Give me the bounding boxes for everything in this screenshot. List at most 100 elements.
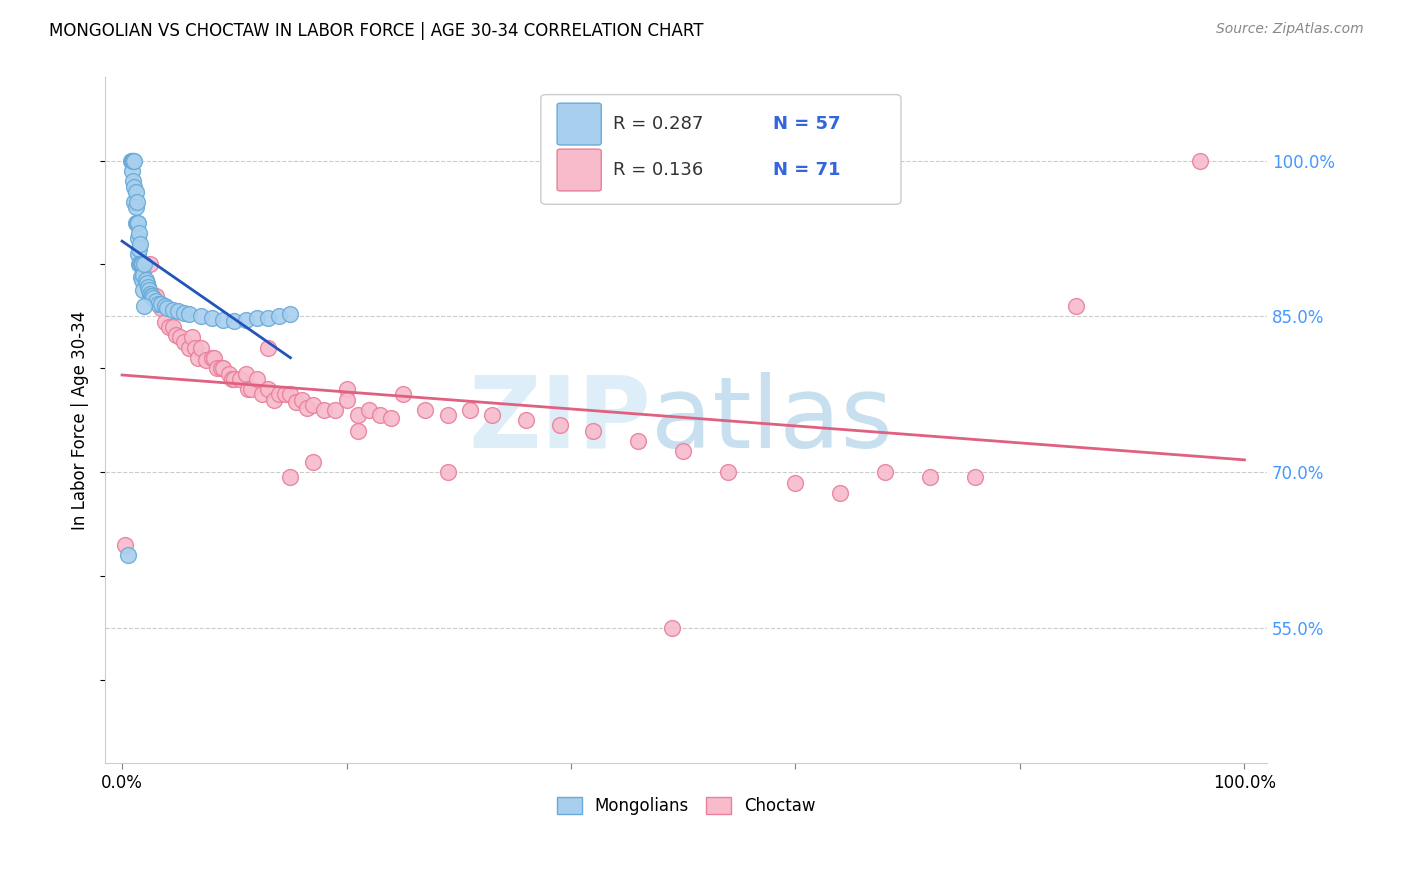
Point bbox=[302, 455, 325, 469]
Point bbox=[157, 319, 180, 334]
Point bbox=[297, 401, 319, 415]
Point bbox=[212, 361, 235, 376]
Point bbox=[257, 341, 280, 355]
Point bbox=[285, 394, 308, 409]
Point bbox=[235, 367, 257, 381]
Point bbox=[136, 280, 159, 294]
Point bbox=[380, 411, 402, 425]
Text: MONGOLIAN VS CHOCTAW IN LABOR FORCE | AGE 30-34 CORRELATION CHART: MONGOLIAN VS CHOCTAW IN LABOR FORCE | AG… bbox=[49, 22, 704, 40]
Text: N = 71: N = 71 bbox=[773, 161, 841, 179]
Point bbox=[124, 185, 146, 199]
Point bbox=[127, 216, 149, 230]
Point bbox=[229, 372, 252, 386]
Text: N = 57: N = 57 bbox=[773, 115, 841, 133]
Point bbox=[127, 247, 149, 261]
Point bbox=[146, 297, 169, 311]
Text: R = 0.287: R = 0.287 bbox=[613, 115, 703, 133]
Point bbox=[131, 257, 153, 271]
Point bbox=[184, 341, 207, 355]
Legend: Mongolians, Choctaw: Mongolians, Choctaw bbox=[548, 789, 824, 823]
Point bbox=[125, 216, 148, 230]
Point bbox=[122, 153, 145, 168]
Point bbox=[162, 319, 184, 334]
Point bbox=[436, 465, 458, 479]
Point bbox=[236, 382, 259, 396]
Point bbox=[335, 382, 357, 396]
Point bbox=[187, 351, 209, 365]
Text: R = 0.136: R = 0.136 bbox=[613, 161, 703, 179]
Point bbox=[218, 367, 240, 381]
Point bbox=[221, 372, 243, 386]
Point bbox=[173, 335, 195, 350]
FancyBboxPatch shape bbox=[557, 149, 602, 191]
Point bbox=[139, 257, 162, 271]
Point bbox=[661, 621, 683, 635]
Point bbox=[129, 257, 152, 271]
Point bbox=[162, 303, 184, 318]
Point bbox=[124, 153, 146, 168]
Point bbox=[127, 231, 149, 245]
Point bbox=[114, 538, 136, 552]
Point bbox=[128, 227, 150, 241]
Point bbox=[323, 403, 346, 417]
Point bbox=[224, 313, 246, 327]
Point bbox=[201, 351, 224, 365]
Point bbox=[785, 475, 807, 490]
Point bbox=[134, 299, 156, 313]
Text: atlas: atlas bbox=[651, 372, 893, 469]
Point bbox=[190, 310, 212, 324]
Point bbox=[515, 413, 537, 427]
Point bbox=[263, 392, 285, 407]
Point bbox=[153, 299, 176, 313]
Point bbox=[150, 301, 173, 315]
Text: Source: ZipAtlas.com: Source: ZipAtlas.com bbox=[1216, 22, 1364, 37]
Point bbox=[173, 306, 195, 320]
FancyBboxPatch shape bbox=[541, 95, 901, 204]
Point bbox=[167, 304, 190, 318]
Point bbox=[291, 392, 314, 407]
Point bbox=[207, 361, 229, 376]
Point bbox=[131, 273, 153, 287]
Point bbox=[121, 153, 143, 168]
Point bbox=[142, 291, 165, 305]
Point bbox=[280, 387, 302, 401]
Point bbox=[246, 311, 269, 326]
Point bbox=[235, 312, 257, 326]
Point bbox=[141, 288, 163, 302]
Point bbox=[120, 153, 142, 168]
Point bbox=[1188, 153, 1211, 168]
Point bbox=[135, 276, 157, 290]
Point bbox=[141, 288, 163, 302]
Point bbox=[145, 293, 167, 308]
Point bbox=[139, 286, 162, 301]
Point bbox=[368, 408, 391, 422]
Point bbox=[128, 257, 150, 271]
Point bbox=[190, 341, 212, 355]
Point bbox=[240, 382, 263, 396]
Point bbox=[672, 444, 695, 458]
Point bbox=[458, 403, 481, 417]
Point bbox=[280, 470, 302, 484]
Point bbox=[269, 387, 291, 401]
Point bbox=[830, 486, 852, 500]
Point bbox=[169, 330, 191, 344]
Point bbox=[209, 361, 232, 376]
Point bbox=[124, 195, 146, 210]
Text: ZIP: ZIP bbox=[468, 372, 651, 469]
Point bbox=[201, 311, 224, 326]
Point bbox=[346, 424, 368, 438]
Point bbox=[195, 353, 218, 368]
Point bbox=[965, 470, 987, 484]
Point bbox=[153, 315, 176, 329]
Point bbox=[125, 195, 148, 210]
Point bbox=[165, 328, 187, 343]
Point bbox=[129, 236, 152, 251]
Point bbox=[246, 372, 269, 386]
Point bbox=[257, 311, 280, 326]
Point bbox=[1064, 299, 1087, 313]
Point bbox=[202, 351, 225, 365]
Point bbox=[212, 312, 235, 326]
Point bbox=[128, 242, 150, 256]
Point bbox=[391, 387, 413, 401]
Point bbox=[346, 408, 368, 422]
